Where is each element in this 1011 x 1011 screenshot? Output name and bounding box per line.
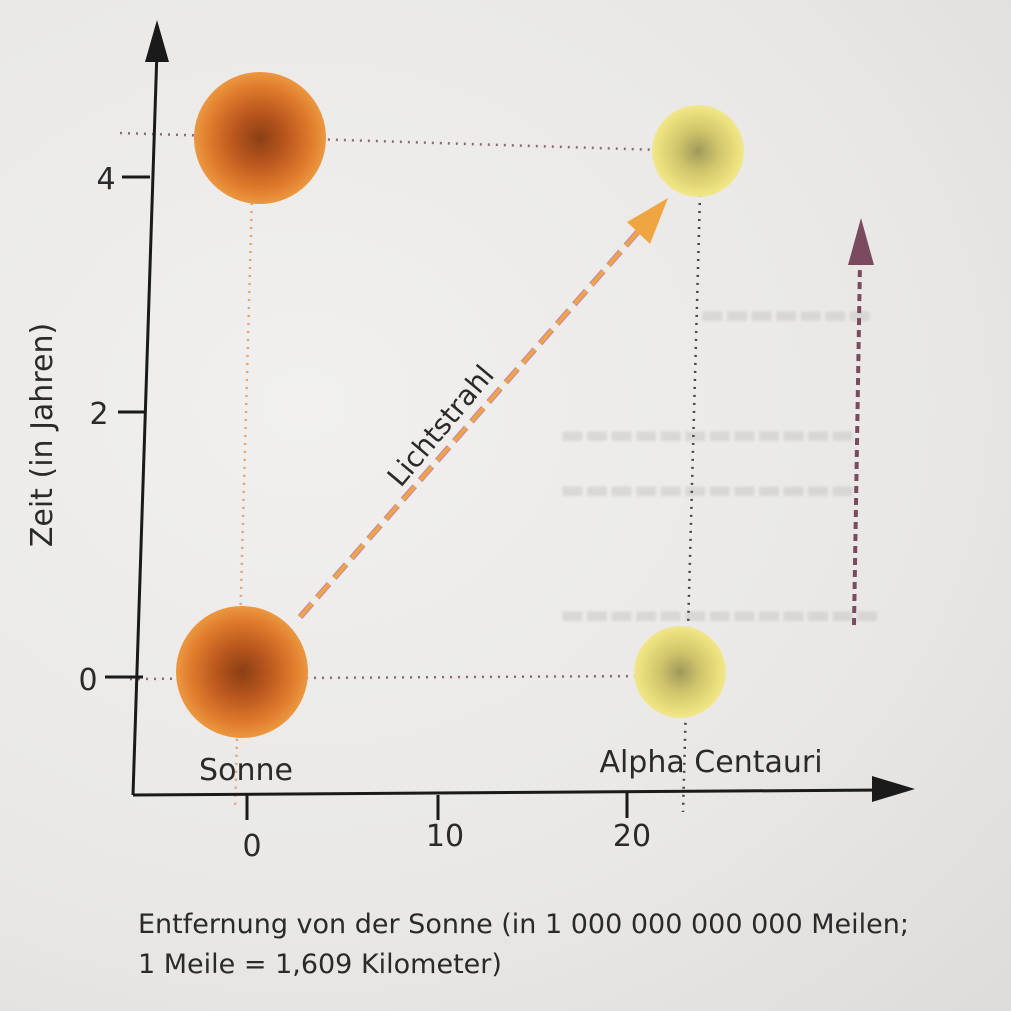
- sun-sphere-now: [176, 606, 308, 738]
- time-arrow: [848, 218, 874, 626]
- x-axis-arrow-icon: [872, 776, 915, 802]
- star-worldline: [681, 194, 702, 813]
- bleed-through-text: ▬▬▬▬▬▬▬▬▬▬▬▬: [560, 420, 855, 450]
- bleed-through-text: ▬▬▬▬▬▬▬: [700, 300, 872, 330]
- time-arrowhead-icon: [848, 218, 874, 265]
- y-tick-label: 0: [78, 663, 97, 698]
- light-ray-label: Lichtstrahl: [381, 359, 501, 493]
- caption-line-1: Entfernung von der Sonne (in 1 000 000 0…: [138, 909, 909, 940]
- x-axis: [132, 776, 915, 802]
- sun-sphere-later: [194, 72, 326, 204]
- bleed-through-text: ▬▬▬▬▬▬▬▬▬▬▬▬: [560, 475, 855, 505]
- x-tick-label: 0: [242, 829, 261, 864]
- caption-line-2: 1 Meile = 1,609 Kilometer): [138, 949, 502, 980]
- y-axis-arrow-icon: [145, 20, 169, 62]
- x-axis-caption: Entfernung von der Sonne (in 1 000 000 0…: [138, 905, 998, 985]
- alpha-centauri-sphere-later: [652, 105, 744, 197]
- alpha-centauri-sphere-now: [634, 626, 726, 718]
- y-tick-label: 2: [89, 397, 108, 432]
- bleed-through-text: ▬▬▬▬▬▬▬▬▬▬▬▬▬: [560, 600, 880, 630]
- light-ray-arrowhead-icon: [627, 198, 668, 244]
- y-axis-label: Zeit (in Jahren): [25, 323, 60, 547]
- light-ray: [297, 198, 668, 619]
- sun-label: Sonne: [199, 753, 293, 788]
- x-tick-label: 20: [613, 819, 651, 854]
- guide-line-bottom: [129, 674, 641, 681]
- y-tick-label: 4: [96, 162, 115, 197]
- alpha-centauri-label: Alpha Centauri: [599, 745, 822, 780]
- x-tick-label: 10: [426, 819, 464, 854]
- y-axis: [131, 20, 169, 796]
